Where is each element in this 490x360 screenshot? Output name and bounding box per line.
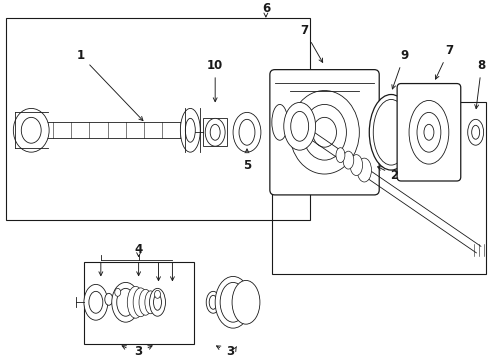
Ellipse shape	[89, 291, 103, 313]
FancyBboxPatch shape	[397, 84, 461, 181]
Ellipse shape	[154, 291, 161, 298]
FancyBboxPatch shape	[270, 69, 379, 195]
Ellipse shape	[424, 124, 434, 140]
Ellipse shape	[117, 288, 135, 316]
Ellipse shape	[112, 282, 140, 322]
Text: 2: 2	[378, 167, 398, 181]
Ellipse shape	[180, 108, 200, 152]
Ellipse shape	[239, 120, 255, 145]
Ellipse shape	[139, 289, 152, 315]
Ellipse shape	[84, 284, 108, 320]
Ellipse shape	[232, 280, 260, 324]
Text: 9: 9	[392, 49, 408, 89]
Ellipse shape	[153, 294, 162, 310]
Ellipse shape	[149, 288, 166, 316]
Ellipse shape	[313, 117, 337, 147]
Text: 1: 1	[77, 49, 143, 121]
Ellipse shape	[215, 276, 251, 328]
Ellipse shape	[233, 112, 261, 152]
Ellipse shape	[13, 108, 49, 152]
Text: 8: 8	[475, 59, 486, 109]
Ellipse shape	[369, 94, 413, 170]
Ellipse shape	[209, 295, 217, 309]
Ellipse shape	[127, 287, 144, 318]
Text: 3: 3	[135, 345, 143, 357]
Ellipse shape	[210, 124, 220, 140]
Bar	[203, 118, 227, 146]
Ellipse shape	[133, 288, 148, 317]
Ellipse shape	[291, 111, 309, 141]
Ellipse shape	[284, 103, 316, 150]
Ellipse shape	[336, 148, 345, 163]
Ellipse shape	[220, 282, 246, 322]
Text: 7: 7	[436, 44, 453, 79]
Ellipse shape	[357, 158, 371, 182]
Ellipse shape	[206, 291, 220, 313]
Ellipse shape	[303, 104, 346, 160]
Bar	[272, 103, 486, 274]
Text: 5: 5	[243, 149, 251, 172]
Ellipse shape	[205, 118, 225, 146]
Text: 3: 3	[226, 345, 234, 357]
Text: 6: 6	[262, 3, 270, 15]
Ellipse shape	[21, 117, 41, 143]
Text: 4: 4	[134, 243, 143, 256]
Ellipse shape	[272, 104, 288, 140]
Ellipse shape	[115, 288, 121, 296]
Bar	[84, 261, 195, 344]
Ellipse shape	[468, 120, 484, 145]
Text: 10: 10	[207, 59, 223, 102]
Ellipse shape	[409, 100, 449, 164]
Ellipse shape	[350, 155, 363, 176]
Ellipse shape	[105, 293, 113, 305]
Ellipse shape	[417, 112, 441, 152]
Text: 7: 7	[300, 24, 322, 62]
Ellipse shape	[290, 90, 359, 174]
Ellipse shape	[185, 118, 196, 142]
Bar	[6, 18, 310, 220]
Ellipse shape	[145, 291, 156, 314]
Ellipse shape	[343, 151, 354, 169]
